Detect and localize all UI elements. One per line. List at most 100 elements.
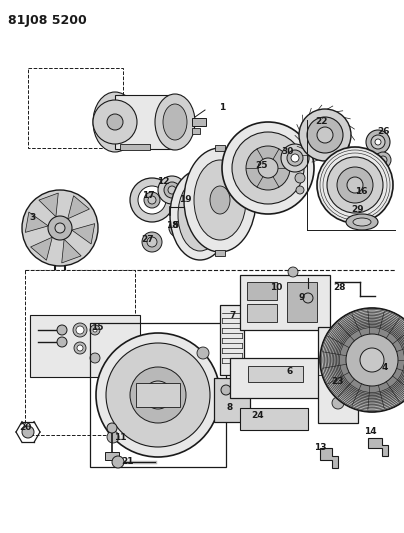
Text: 10: 10 [270,284,282,293]
Circle shape [197,347,209,359]
Circle shape [288,267,298,277]
Text: 3: 3 [29,214,35,222]
Text: 6: 6 [287,367,293,376]
Bar [287,282,317,322]
Circle shape [222,122,314,214]
Polygon shape [31,237,52,260]
Ellipse shape [210,186,230,214]
Circle shape [164,182,180,198]
Ellipse shape [101,102,129,142]
Text: 14: 14 [364,427,376,437]
Bar [240,275,330,330]
Circle shape [57,337,67,347]
Bar [136,383,180,407]
Circle shape [96,333,220,457]
Circle shape [291,154,299,162]
Text: 1: 1 [219,103,225,112]
Circle shape [360,348,384,372]
Circle shape [90,325,100,335]
Circle shape [233,385,243,395]
Circle shape [299,109,351,161]
Polygon shape [72,224,95,244]
Circle shape [258,158,278,178]
Circle shape [107,114,123,130]
Circle shape [22,190,98,266]
Ellipse shape [155,94,195,150]
Bar [120,144,150,150]
Text: 18: 18 [166,221,178,230]
Circle shape [106,343,210,447]
Text: 5: 5 [172,221,178,230]
Circle shape [332,320,404,400]
Circle shape [335,323,404,397]
Text: 8: 8 [227,403,233,413]
Bar [25,270,135,435]
Circle shape [168,186,176,194]
Circle shape [295,173,305,183]
Circle shape [323,311,404,409]
Circle shape [326,314,404,406]
Circle shape [332,397,344,409]
Circle shape [107,431,119,443]
Circle shape [347,177,363,193]
Circle shape [107,423,117,433]
Circle shape [317,147,393,223]
Text: 27: 27 [142,236,154,245]
Polygon shape [25,212,48,232]
Bar [220,305,244,375]
Text: 20: 20 [19,424,31,432]
Text: 30: 30 [282,148,294,157]
Polygon shape [320,448,338,468]
Polygon shape [39,193,58,217]
Ellipse shape [178,179,222,251]
Bar [230,358,350,398]
Circle shape [328,316,404,405]
Circle shape [339,327,404,392]
Text: 7: 7 [230,311,236,319]
Circle shape [158,176,186,204]
Circle shape [303,293,313,303]
Ellipse shape [184,148,256,252]
Circle shape [130,367,186,423]
Bar [215,250,225,256]
Circle shape [324,312,404,408]
Circle shape [337,325,404,395]
Bar [247,304,277,322]
Bar [248,366,303,382]
Circle shape [73,323,87,337]
Circle shape [296,186,304,194]
Text: 28: 28 [334,284,346,293]
Text: 9: 9 [299,294,305,303]
Circle shape [317,127,333,143]
Bar [90,323,226,467]
Circle shape [174,224,182,232]
Bar [115,95,175,149]
Circle shape [307,117,343,153]
Bar [318,327,358,423]
Circle shape [138,186,166,214]
Circle shape [90,353,100,363]
Circle shape [246,146,290,190]
Circle shape [287,150,303,166]
Circle shape [329,317,404,403]
Circle shape [330,319,404,401]
Ellipse shape [163,104,187,140]
Circle shape [148,196,156,204]
Circle shape [327,157,383,213]
Circle shape [55,223,65,233]
Circle shape [77,345,83,351]
Text: 22: 22 [316,117,328,126]
Circle shape [74,342,86,354]
Circle shape [375,152,391,168]
Ellipse shape [346,214,378,230]
Text: 12: 12 [157,177,169,187]
Circle shape [332,341,344,353]
Circle shape [112,456,124,468]
Circle shape [337,167,373,203]
Circle shape [281,144,309,172]
Bar [30,315,140,377]
Circle shape [142,232,162,252]
Text: 23: 23 [332,377,344,386]
Bar [105,452,119,460]
Text: 29: 29 [352,206,364,214]
